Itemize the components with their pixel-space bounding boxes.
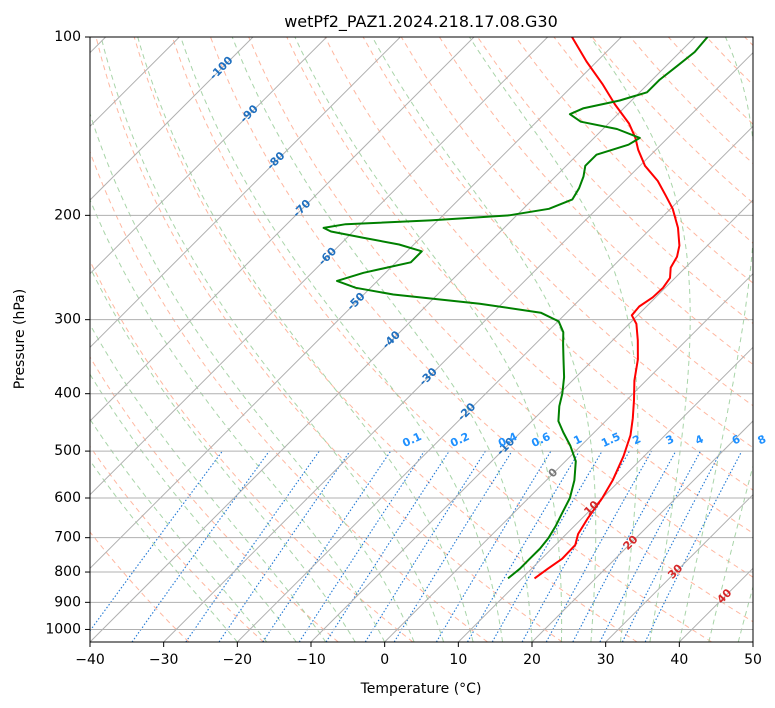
mixing-ratio-line xyxy=(262,450,392,642)
mixing-ratio-line xyxy=(185,450,320,642)
mixing-ratio-line xyxy=(644,450,743,642)
isotherm-line xyxy=(163,51,753,642)
isotherm-line xyxy=(752,641,753,642)
y-tick-label: 700 xyxy=(54,530,81,546)
y-tick-label: 500 xyxy=(54,443,81,459)
moist-adiabat-line xyxy=(90,418,268,642)
moist-adiabat-line xyxy=(180,37,503,642)
moist-adiabat-line xyxy=(90,323,327,642)
isotherm-line xyxy=(457,346,753,642)
dry-adiabat-line xyxy=(515,37,753,284)
x-tick-label: 30 xyxy=(597,652,615,668)
x-tick-label: −20 xyxy=(223,652,253,668)
plot-frame xyxy=(89,36,754,643)
mixing-ratio-line xyxy=(325,450,450,642)
y-tick-label: 300 xyxy=(54,312,81,328)
isotherm-line xyxy=(90,37,696,642)
chart-title: wetPf2_PAZ1.2024.218.17.08.G30 xyxy=(284,12,558,32)
y-tick-label: 800 xyxy=(54,564,81,580)
dry-adiabat-line xyxy=(95,37,563,642)
dry-adiabat-line xyxy=(248,37,753,578)
x-tick-label: 10 xyxy=(449,652,467,668)
moist-adiabat-line xyxy=(90,112,415,642)
mixing-ratio-line xyxy=(364,450,486,642)
x-tick-label: 20 xyxy=(523,652,541,668)
isotherms xyxy=(90,37,753,642)
y-tick-label: 600 xyxy=(54,490,81,506)
temperature-profile xyxy=(533,37,681,580)
moist-adiabat-line xyxy=(231,37,533,642)
dewpoint-profile xyxy=(322,37,709,580)
moist-adiabat-line xyxy=(90,198,386,642)
isotherm-line xyxy=(236,125,753,642)
y-axis-label: Pressure (hPa) xyxy=(12,289,28,389)
dry-adiabat-line xyxy=(90,445,264,642)
isotherm-line xyxy=(310,199,753,642)
moist-adiabat-line xyxy=(90,459,238,642)
mixing-ratio-line xyxy=(393,450,513,642)
moist-adiabat-line xyxy=(294,37,563,642)
dry-adiabat-line xyxy=(90,150,488,642)
sounding-series xyxy=(322,37,709,580)
isotherm-line xyxy=(531,420,753,642)
dry-adiabat-line xyxy=(90,531,190,642)
moist-adiabat-line xyxy=(137,37,474,642)
mixing-ratio-line xyxy=(90,450,223,632)
moist-adiabat-line xyxy=(371,37,597,642)
y-tick-label: 200 xyxy=(54,207,81,223)
x-tick-label: 40 xyxy=(670,652,688,668)
isotherm-line xyxy=(90,37,475,422)
isotherm-line xyxy=(90,37,328,275)
mixing-ratio-line xyxy=(298,450,425,642)
mixing-ratio-line xyxy=(131,450,270,642)
moist-adiabat-line xyxy=(590,37,691,642)
mixing-ratio-line xyxy=(572,450,677,642)
dry-adiabat-line xyxy=(133,37,638,642)
moist-adiabat-line xyxy=(100,37,445,642)
mixing-ratio-label: 8 xyxy=(756,432,768,447)
x-tick-label: −30 xyxy=(149,652,179,668)
mixing-ratio-line xyxy=(545,450,653,642)
mixing-ratio-line xyxy=(621,450,722,642)
mixing-ratio-line xyxy=(599,450,701,642)
isotherm-line xyxy=(605,493,753,642)
y-axis-ticks: 100 200 300 400 500 600 700 800 900 1000 xyxy=(45,29,90,637)
moist-adiabat-line xyxy=(90,266,356,642)
moist-adiabat-line xyxy=(468,37,639,642)
x-tick-label: −10 xyxy=(296,652,326,668)
plot-area xyxy=(90,37,753,642)
mixing-ratio-lines xyxy=(90,450,743,642)
isotherm-line xyxy=(90,37,254,201)
x-axis-ticks: −40 −30 −20 −10 0 10 20 30 40 50 xyxy=(75,642,762,668)
dry-adiabat-line xyxy=(438,37,753,366)
isotherm-line xyxy=(90,37,622,570)
x-tick-label: −40 xyxy=(75,652,105,668)
dry-adiabat-line xyxy=(210,37,753,623)
y-tick-label: 1000 xyxy=(45,621,81,637)
x-tick-label: 50 xyxy=(744,652,762,668)
dry-adiabat-line xyxy=(400,37,753,407)
x-tick-label: 0 xyxy=(380,652,389,668)
x-axis-label: Temperature (°C) xyxy=(360,681,482,697)
dry-adiabat-line xyxy=(171,37,712,642)
mixing-ratio-line xyxy=(218,450,351,642)
pressure-gridlines xyxy=(90,37,753,630)
moist-adiabats xyxy=(90,37,753,642)
y-tick-label: 100 xyxy=(54,29,81,45)
isotherm-line xyxy=(384,272,753,642)
y-tick-label: 400 xyxy=(54,386,81,402)
isotherm-line xyxy=(90,37,401,349)
y-tick-label: 900 xyxy=(54,594,81,610)
isotherm-line xyxy=(90,37,549,496)
mixing-ratio-line xyxy=(435,450,552,642)
moist-adiabat-line xyxy=(90,373,297,642)
